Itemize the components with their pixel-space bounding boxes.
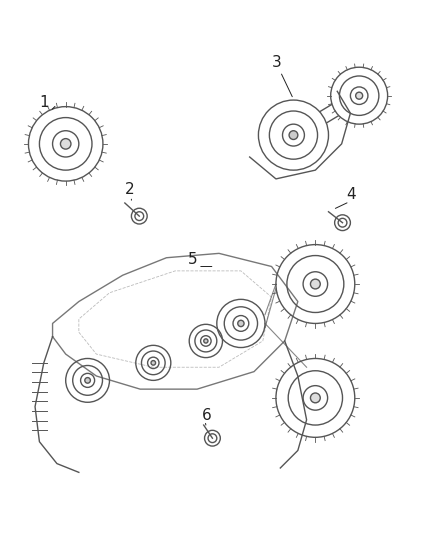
Circle shape: [60, 139, 71, 149]
Circle shape: [289, 131, 298, 140]
Text: 3: 3: [272, 55, 281, 70]
Circle shape: [311, 393, 320, 403]
Text: 6: 6: [201, 408, 211, 423]
Text: 1: 1: [39, 95, 49, 110]
Circle shape: [151, 361, 155, 365]
Circle shape: [85, 377, 90, 383]
Circle shape: [311, 279, 320, 289]
Text: 2: 2: [125, 182, 134, 197]
Circle shape: [238, 320, 244, 327]
Circle shape: [356, 92, 363, 99]
Text: 5: 5: [188, 252, 198, 268]
Text: 4: 4: [346, 187, 356, 201]
Circle shape: [204, 339, 208, 343]
